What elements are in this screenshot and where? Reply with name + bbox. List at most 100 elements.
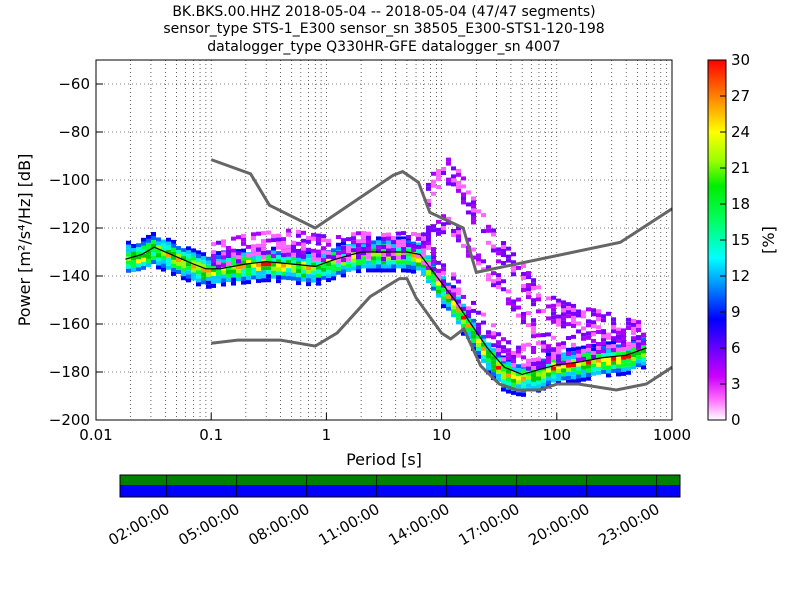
density-cell [476,209,481,214]
density-cell [431,251,436,256]
density-cell [201,276,206,281]
timeline-tick-label: 17:00:00 [455,500,522,549]
colorbar-tick-label: 3 [731,375,741,393]
density-cell [441,300,446,305]
density-cell [411,257,416,262]
density-cell [176,250,181,255]
density-cell [451,166,456,171]
density-cell [386,240,391,245]
density-cell [281,275,286,280]
density-cell [586,323,591,328]
density-cell [321,271,326,276]
density-cell [486,228,491,233]
density-cell [516,345,521,350]
density-cell [156,253,161,258]
density-cell [276,255,281,260]
density-cell [506,389,511,394]
density-cell [486,273,491,278]
density-cell [326,258,331,263]
density-cell [211,242,216,247]
density-cell [586,372,591,377]
density-cell [456,172,461,177]
density-cell [431,274,436,279]
density-cell [306,282,311,287]
density-cell [556,298,561,303]
density-cell [366,268,371,273]
density-cell [541,340,546,345]
density-cell [501,371,506,376]
density-cell [401,264,406,269]
density-cell [501,387,506,392]
density-cell [336,266,341,271]
density-cell [596,345,601,350]
density-cell [576,321,581,326]
density-cell [431,183,436,188]
density-cell [576,346,581,351]
y-tick-label: −120 [49,219,90,237]
density-cell [576,349,581,354]
density-cell [191,276,196,281]
plot-area: 0.01 0.1 1 10 100 1000 −60 −80 −100 −120 −140 −160… [49,59,691,444]
density-cell [521,275,526,280]
density-cell [211,279,216,284]
density-cell [146,234,151,239]
density-cell [126,240,131,245]
density-cell [446,161,451,166]
density-cell [291,260,296,265]
density-cell [421,271,426,276]
density-cell [341,273,346,278]
density-cell [441,214,446,219]
density-cell [556,376,561,381]
density-cell [511,350,516,355]
density-cell [136,259,141,264]
density-cell [636,351,641,356]
density-cell [571,347,576,352]
density-cell [591,308,596,313]
density-cell [481,358,486,363]
density-cell [516,364,521,369]
density-cell [591,312,596,317]
density-cell [326,278,331,283]
density-cell [401,251,406,256]
density-cell [336,262,341,267]
density-cell [611,340,616,345]
density-cell [301,269,306,274]
density-cell [231,236,236,241]
density-cell [361,260,366,265]
density-cell [411,241,416,246]
density-cell [591,350,596,355]
density-cell [141,241,146,246]
density-cell [466,310,471,315]
density-cell [441,292,446,297]
density-cell [516,392,521,397]
density-cell [521,372,526,377]
density-cell [466,202,471,207]
density-cell [426,259,431,264]
density-cell [236,235,241,240]
density-cell [611,368,616,373]
density-cell [161,259,166,264]
density-cell [446,216,451,221]
density-cell [226,274,231,279]
density-cell [446,177,451,182]
density-cell [216,260,221,265]
density-cell [296,229,301,234]
density-cell [496,377,501,382]
density-cell [526,375,531,380]
timeline-tick-label: 05:00:00 [175,500,242,549]
density-cell [261,266,266,271]
density-cell [141,261,146,266]
density-cell [466,210,471,215]
density-cell [436,268,441,273]
density-cell [196,282,201,287]
timeline-tick-label: 02:00:00 [105,500,172,549]
density-cell [561,300,566,305]
density-cell [636,346,641,351]
density-cell [471,200,476,205]
density-cell [271,234,276,239]
density-cell [386,268,391,273]
density-cell [281,245,286,250]
density-cell [491,244,496,249]
density-cell [191,272,196,277]
density-cell [611,325,616,330]
